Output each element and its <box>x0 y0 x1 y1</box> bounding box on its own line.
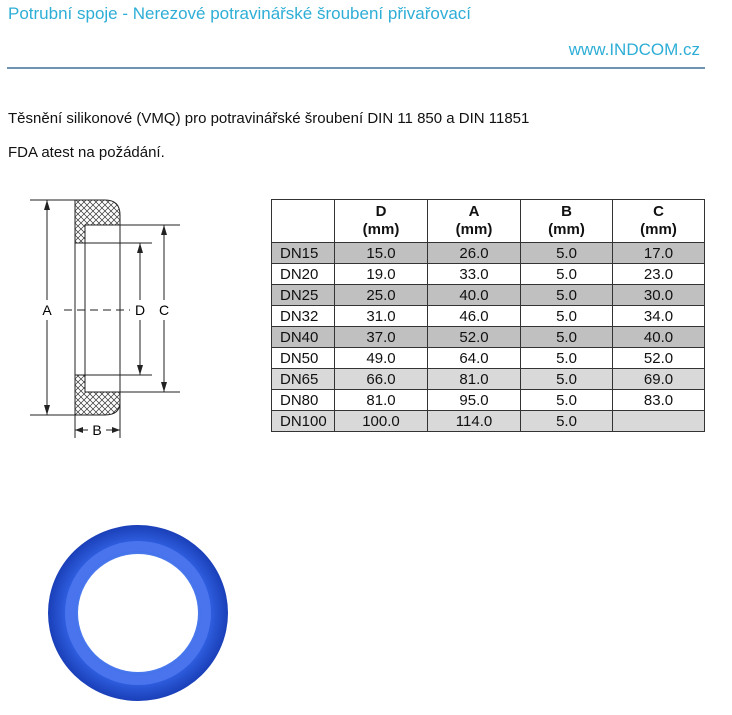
column-name: C <box>653 203 664 220</box>
table-cell: 5.0 <box>520 347 613 369</box>
table-cell: 52.0 <box>427 326 521 348</box>
table-cell: 37.0 <box>334 326 428 348</box>
size-cell: DN15 <box>271 242 335 264</box>
dimension-label-a: A <box>42 302 52 318</box>
table-row: DN100 100.0 114.0 5.0 <box>271 410 705 432</box>
table-header-row: D (mm) A (mm) B (mm) C (mm) <box>271 199 705 243</box>
table-cell: 5.0 <box>520 410 613 432</box>
table-cell: 81.0 <box>334 389 428 411</box>
table-row: DN50 49.0 64.0 5.0 52.0 <box>271 347 705 369</box>
silicone-gasket-photo <box>48 525 228 701</box>
column-name: B <box>561 203 572 220</box>
column-header <box>271 199 335 243</box>
table-cell: 40.0 <box>612 326 705 348</box>
column-header: C (mm) <box>612 199 705 243</box>
table-cell: 83.0 <box>612 389 705 411</box>
table-cell: 49.0 <box>334 347 428 369</box>
table-row: DN15 15.0 26.0 5.0 17.0 <box>271 242 705 264</box>
table-cell: 81.0 <box>427 368 521 390</box>
size-cell: DN80 <box>271 389 335 411</box>
table-cell: 25.0 <box>334 284 428 306</box>
size-cell: DN20 <box>271 263 335 285</box>
page-title: Potrubní spoje - Nerezové potravinářské … <box>8 4 472 23</box>
table-cell <box>612 410 705 432</box>
table-cell: 33.0 <box>427 263 521 285</box>
column-unit: (mm) <box>640 221 677 238</box>
dimension-label-b: B <box>92 422 101 438</box>
gasket-cross-section-diagram: A D C B <box>30 199 180 438</box>
table-cell: 46.0 <box>427 305 521 327</box>
table-cell: 5.0 <box>520 389 613 411</box>
table-cell: 52.0 <box>612 347 705 369</box>
table-cell: 95.0 <box>427 389 521 411</box>
size-cell: DN40 <box>271 326 335 348</box>
fda-note: FDA atest na požádání. <box>8 144 165 161</box>
size-cell: DN25 <box>271 284 335 306</box>
dimension-label-d: D <box>135 302 145 318</box>
column-header: D (mm) <box>334 199 428 243</box>
column-unit: (mm) <box>362 221 400 238</box>
table-cell: 64.0 <box>427 347 521 369</box>
table-row: DN80 81.0 95.0 5.0 83.0 <box>271 389 705 411</box>
table-cell: 26.0 <box>427 242 521 264</box>
table-cell: 19.0 <box>334 263 428 285</box>
column-name: D <box>375 203 387 220</box>
table-row: DN20 19.0 33.0 5.0 23.0 <box>271 263 705 285</box>
table-cell: 114.0 <box>427 410 521 432</box>
table-cell: 5.0 <box>520 284 613 306</box>
column-unit: (mm) <box>548 221 585 238</box>
size-cell: DN32 <box>271 305 335 327</box>
table-cell: 5.0 <box>520 263 613 285</box>
table-cell: 31.0 <box>334 305 428 327</box>
table-row: DN25 25.0 40.0 5.0 30.0 <box>271 284 705 306</box>
table-row: DN32 31.0 46.0 5.0 34.0 <box>271 305 705 327</box>
dimensions-table: D (mm) A (mm) B (mm) C (mm) DN15 15.0 26.0 5.0 17.0… <box>271 199 705 432</box>
website-link[interactable]: www.INDCOM.cz <box>568 40 700 59</box>
table-cell: 30.0 <box>612 284 705 306</box>
table-cell: 69.0 <box>612 368 705 390</box>
table-cell: 66.0 <box>334 368 428 390</box>
table-cell: 100.0 <box>334 410 428 432</box>
table-cell: 17.0 <box>612 242 705 264</box>
size-cell: DN65 <box>271 368 335 390</box>
column-unit: (mm) <box>455 221 493 238</box>
table-cell: 15.0 <box>334 242 428 264</box>
header-divider <box>7 67 705 69</box>
table-cell: 40.0 <box>427 284 521 306</box>
size-cell: DN100 <box>271 410 335 432</box>
column-header: B (mm) <box>520 199 613 243</box>
table-row: DN65 66.0 81.0 5.0 69.0 <box>271 368 705 390</box>
dimension-label-c: C <box>159 302 169 318</box>
table-cell: 23.0 <box>612 263 705 285</box>
table-cell: 5.0 <box>520 326 613 348</box>
table-cell: 5.0 <box>520 305 613 327</box>
column-name: A <box>468 203 480 220</box>
table-cell: 34.0 <box>612 305 705 327</box>
column-header: A (mm) <box>427 199 521 243</box>
table-cell: 5.0 <box>520 368 613 390</box>
size-cell: DN50 <box>271 347 335 369</box>
table-cell: 5.0 <box>520 242 613 264</box>
table-row: DN40 37.0 52.0 5.0 40.0 <box>271 326 705 348</box>
description-text: Těsnění silikonové (VMQ) pro potravinářs… <box>8 110 530 127</box>
